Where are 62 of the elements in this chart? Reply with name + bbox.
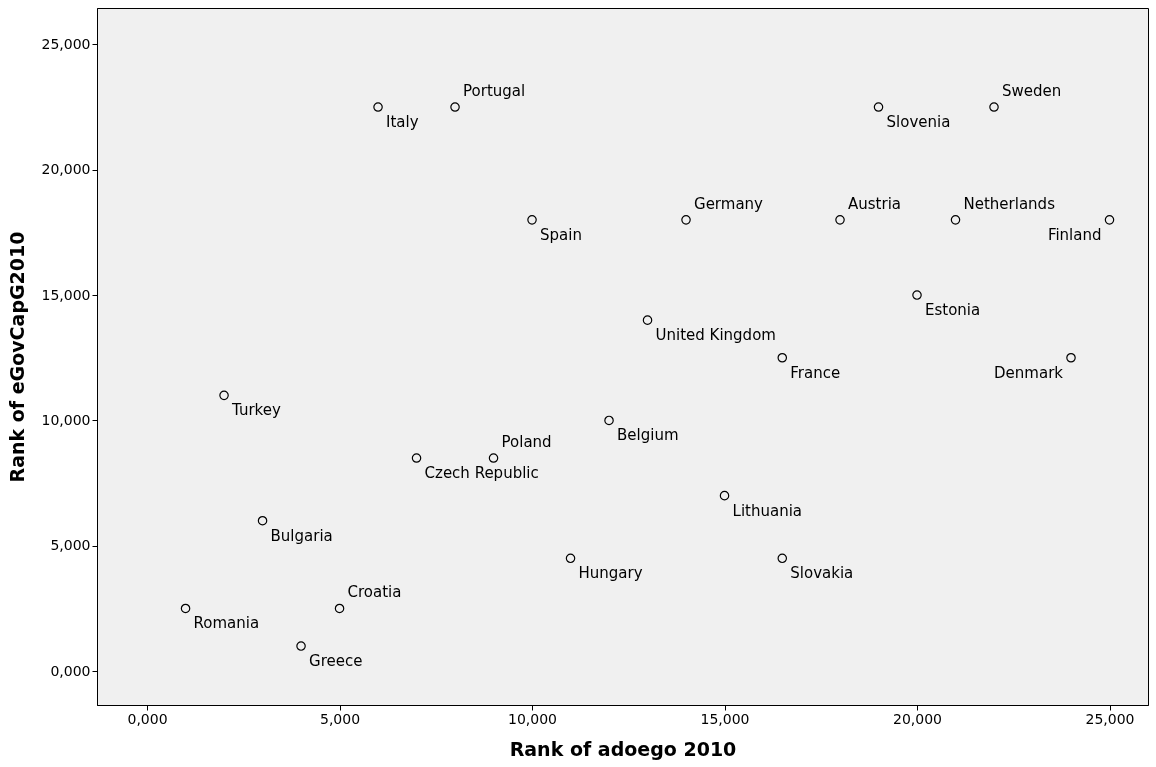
- x-tick-label: 15,000: [700, 710, 750, 727]
- point: [989, 102, 999, 112]
- point: [642, 315, 653, 325]
- annotation: Portugal: [463, 82, 526, 101]
- y-tick-label: 5,000: [50, 537, 91, 554]
- point: [257, 515, 268, 526]
- annotation: France: [790, 363, 841, 382]
- annotation: Belgium: [617, 426, 679, 445]
- annotation: Hungary: [578, 564, 643, 583]
- point: [527, 215, 537, 225]
- point: [450, 102, 460, 112]
- point: [604, 415, 614, 426]
- annotation: Finland: [1047, 225, 1102, 244]
- point: [219, 390, 229, 401]
- x-tick-label: 5,000: [319, 710, 361, 727]
- point: [835, 215, 845, 225]
- x-tick-label: 25,000: [1085, 710, 1135, 727]
- annotation: Romania: [193, 614, 260, 633]
- point: [681, 215, 691, 225]
- annotation: United Kingdom: [655, 326, 776, 345]
- y-tick-label: 15,000: [41, 286, 91, 303]
- annotation: Denmark: [994, 363, 1064, 382]
- y-tick-label: 25,000: [41, 35, 91, 52]
- annotation: Austria: [848, 194, 902, 213]
- y-tick-label: 20,000: [41, 161, 91, 178]
- annotation: Lithuania: [732, 501, 802, 520]
- annotation: Netherlands: [963, 194, 1056, 213]
- point: [373, 102, 383, 112]
- annotation: Italy: [386, 113, 419, 132]
- point: [1104, 215, 1115, 225]
- annotation: Germany: [694, 194, 764, 213]
- point: [873, 102, 884, 112]
- y-tick-label: 10,000: [41, 411, 91, 428]
- annotation: Bulgaria: [270, 526, 333, 545]
- annotation: Spain: [540, 225, 582, 244]
- point: [719, 490, 730, 501]
- y-tick-label: 0,000: [50, 662, 91, 679]
- point: [565, 553, 576, 564]
- point: [912, 290, 922, 300]
- annotation: Slovakia: [790, 564, 854, 583]
- point: [1066, 352, 1076, 363]
- annotation: Turkey: [231, 401, 281, 420]
- point: [334, 603, 345, 614]
- annotation: Greece: [309, 652, 363, 671]
- point: [777, 553, 788, 564]
- point: [488, 453, 499, 463]
- point: [411, 453, 422, 463]
- x-tick-label: 10,000: [508, 710, 558, 727]
- annotation: Estonia: [925, 301, 981, 320]
- x-tick-label: 0,000: [127, 710, 168, 727]
- annotation: Czech Republic: [424, 464, 539, 483]
- annotation: Croatia: [347, 583, 402, 602]
- point: [296, 641, 306, 651]
- point: [180, 603, 191, 614]
- point: [950, 215, 961, 225]
- x-axis-title: Rank of adoego 2010: [509, 737, 737, 760]
- x-tick-label: 20,000: [893, 710, 943, 727]
- annotation: Sweden: [1002, 82, 1062, 101]
- y-axis-title: Rank of eGovCapG2010: [5, 231, 28, 483]
- annotation: Poland: [501, 433, 552, 452]
- annotation: Slovenia: [886, 113, 951, 132]
- point: [777, 352, 788, 363]
